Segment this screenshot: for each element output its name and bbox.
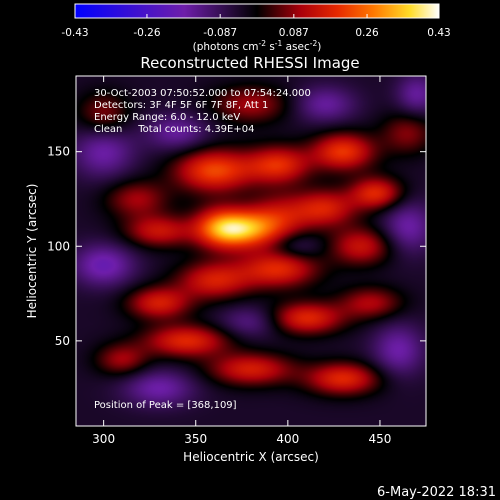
annotation-energy: Energy Range: 6.0 - 12.0 keV: [94, 112, 240, 123]
colorbar-frame: [74, 3, 440, 19]
colorbar-tick-label: -0.26: [133, 27, 160, 39]
colorbar-tick-label: 0.26: [355, 27, 379, 39]
annotation-clean: Clean Total counts: 4.39E+04: [94, 124, 254, 135]
y-tick-label: 100: [47, 239, 70, 253]
colorbar-unit-label: (photons cm-2 s-1 asec-2): [193, 39, 322, 53]
colorbar-tick-label: -0.087: [203, 27, 237, 39]
chart-title: Reconstructed RHESSI Image: [140, 54, 359, 72]
y-tick-label: 150: [47, 145, 70, 159]
colorbar-tick-label: -0.43: [61, 27, 88, 39]
annotations: 30-Oct-2003 07:50:52.000 to 07:54:24.000…: [94, 88, 311, 411]
heatmap-container: [76, 76, 426, 426]
x-tick-label: 400: [276, 432, 299, 446]
colorbar-tick-label: 0.087: [279, 27, 309, 39]
colorbar-gradient: [75, 4, 439, 18]
x-axis-label: Heliocentric X (arcsec): [183, 450, 319, 464]
x-axis-ticks: 300 350 400 450: [92, 76, 391, 446]
annotation-detectors: Detectors: 3F 4F 5F 6F 7F 8F, Att 1: [94, 100, 268, 111]
x-tick-label: 450: [368, 432, 391, 446]
y-tick-label: 50: [55, 334, 70, 348]
footer-date: 6-May-2022 18:31: [377, 485, 496, 500]
y-axis-ticks: 50 100 150: [47, 145, 426, 348]
heatmap-image: [76, 76, 426, 426]
colorbar: -0.43 -0.26 -0.087 0.087 0.26 0.43 (photons c…: [61, 3, 451, 53]
x-tick-label: 300: [92, 432, 115, 446]
y-axis-label: Heliocentric Y (arcsec): [25, 184, 39, 319]
x-tick-label: 350: [184, 432, 207, 446]
annotation-peak-position: Position of Peak = [368,109]: [94, 400, 237, 411]
colorbar-ticks: -0.43 -0.26 -0.087 0.087 0.26 0.43: [61, 14, 451, 39]
colorbar-tick-label: 0.43: [427, 27, 450, 39]
plot-frame: [75, 75, 427, 427]
annotation-time-range: 30-Oct-2003 07:50:52.000 to 07:54:24.000: [94, 88, 311, 99]
